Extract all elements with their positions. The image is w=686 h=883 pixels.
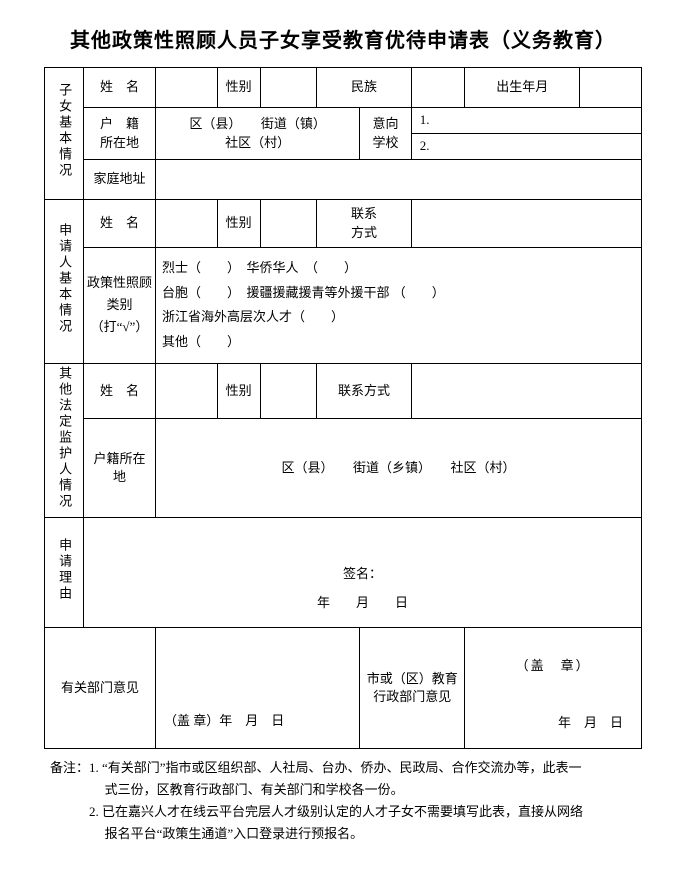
label-contact: 联系方式	[317, 363, 412, 418]
label-dob: 出生年月	[465, 68, 580, 108]
label-name: 姓 名	[84, 68, 156, 108]
label-ethnicity: 民族	[317, 68, 412, 108]
child-gender[interactable]	[260, 68, 317, 108]
child-ethnicity[interactable]	[411, 68, 464, 108]
section-edu: 市或（区）教育行政部门意见	[360, 628, 465, 749]
dept-opinion[interactable]: （盖 章）年 月 日	[155, 628, 359, 749]
child-name[interactable]	[155, 68, 217, 108]
label-contact: 联系方式	[317, 200, 412, 248]
guardian-hukou[interactable]: 区（县） 街道（乡镇） 社区（村）	[155, 418, 641, 517]
category-options[interactable]: 烈士（ ） 华侨华人 （ ） 台胞（ ） 援疆援藏援青等外援干部 （ ） 浙江省…	[155, 248, 641, 364]
form-table: 子女基本情况 姓 名 性别 民族 出生年月 户 籍所在地 区（县） 街道（镇）社…	[44, 67, 642, 749]
reason-cell[interactable]: 签名： 年 月 日	[84, 517, 642, 627]
label-gender: 性别	[217, 200, 260, 248]
section-dept: 有关部门意见	[45, 628, 156, 749]
section-guardian: 其他法定监护人情况	[45, 363, 84, 517]
child-home-addr[interactable]	[155, 160, 641, 200]
intended-school-2[interactable]: 2.	[411, 134, 641, 160]
section-applicant: 申请人基本情况	[45, 200, 84, 364]
page-title: 其他政策性照顾人员子女享受教育优待申请表（义务教育）	[44, 24, 642, 53]
section-reason: 申请理由	[45, 517, 84, 627]
child-hukou[interactable]: 区（县） 街道（镇）社区（村）	[155, 108, 359, 160]
guardian-contact[interactable]	[411, 363, 641, 418]
label-hukou-loc: 户籍所在地	[84, 418, 156, 517]
guardian-gender[interactable]	[260, 363, 317, 418]
notes: 备注： 1. “有关部门”指市或区组织部、人社局、台办、侨办、民政局、合作交流办…	[44, 757, 642, 845]
label-hukou: 户 籍所在地	[84, 108, 156, 160]
applicant-gender[interactable]	[260, 200, 317, 248]
label-intended: 意向学校	[360, 108, 411, 160]
child-dob[interactable]	[580, 68, 642, 108]
label-name: 姓 名	[84, 200, 156, 248]
label-home-addr: 家庭地址	[84, 160, 156, 200]
label-category: 政策性照顾类别（打“√”）	[84, 248, 156, 364]
intended-school-1[interactable]: 1.	[411, 108, 641, 134]
section-child: 子女基本情况	[45, 68, 84, 200]
label-name: 姓 名	[84, 363, 156, 418]
label-gender: 性别	[217, 363, 260, 418]
applicant-contact[interactable]	[411, 200, 641, 248]
edu-opinion[interactable]: （盖 章） 年 月 日	[465, 628, 642, 749]
guardian-name[interactable]	[155, 363, 217, 418]
label-gender: 性别	[217, 68, 260, 108]
applicant-name[interactable]	[155, 200, 217, 248]
